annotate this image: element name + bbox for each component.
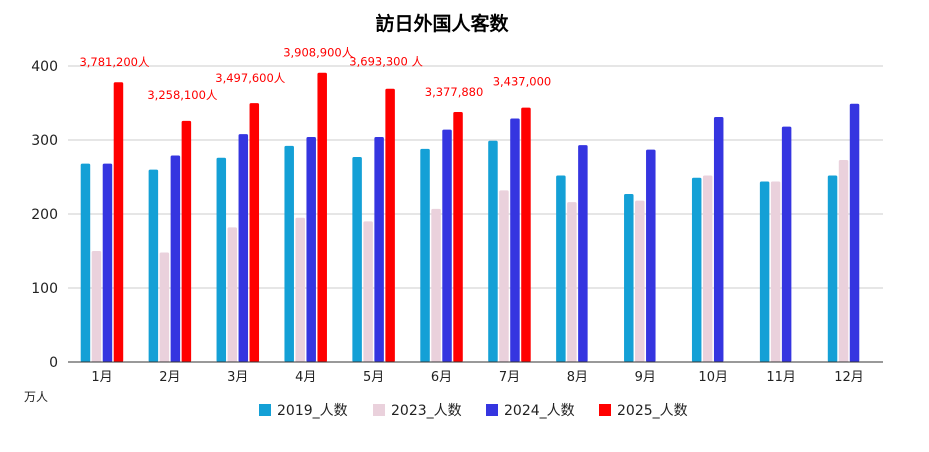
bar-1-7 bbox=[488, 140, 498, 362]
bar-3-9 bbox=[646, 149, 656, 362]
bar-3-1 bbox=[102, 163, 113, 362]
bar-4-5 bbox=[385, 88, 395, 362]
bar-3-3 bbox=[238, 134, 249, 362]
bar-2-10 bbox=[702, 175, 713, 362]
legend[interactable]: 2019_人数 2023_人数 2024_人数 2025_人数 bbox=[259, 403, 688, 419]
x-tick-label: 4月 bbox=[295, 370, 316, 385]
y-tick-label: 0 bbox=[49, 355, 58, 371]
bar-4-7 bbox=[521, 107, 531, 362]
bar-1-8 bbox=[556, 175, 566, 362]
legend-item-3[interactable]: 2024_人数 bbox=[486, 403, 575, 419]
bar-1-5 bbox=[352, 157, 362, 362]
data-label: 3,437,000 bbox=[493, 75, 552, 89]
legend-item-4[interactable]: 2025_人数 bbox=[599, 403, 688, 419]
bar-2-9 bbox=[635, 200, 645, 362]
data-labels: 3,781,200人 3,258,100人 3,497,600人 3,908,900人… bbox=[79, 46, 551, 102]
bar-1-6 bbox=[420, 148, 430, 362]
bar-2-1 bbox=[91, 251, 102, 362]
bar-1-10 bbox=[691, 177, 702, 362]
bar-3-8 bbox=[578, 145, 588, 362]
x-tick-label: 10月 bbox=[698, 370, 728, 385]
bar-3-2 bbox=[170, 155, 181, 362]
bar-2-12 bbox=[838, 159, 849, 362]
bar-2-2 bbox=[159, 252, 170, 362]
chart-title: 訪日外国人客数 bbox=[375, 12, 509, 35]
bar-3-6 bbox=[442, 129, 452, 362]
gridlines bbox=[68, 65, 883, 289]
bar-2-11 bbox=[770, 181, 781, 362]
bar-4-4 bbox=[317, 72, 327, 362]
data-label: 3,693,300 人 bbox=[349, 55, 423, 69]
legend-swatch bbox=[486, 404, 498, 416]
x-tick-label: 9月 bbox=[635, 370, 656, 385]
bar-2-6 bbox=[431, 208, 441, 362]
x-axis-ticks: 1月 2月 3月 4月 5月 6月 7月 8月 9月 10月 11月 12月 bbox=[91, 370, 863, 385]
bar-2-5 bbox=[363, 221, 373, 362]
data-label: 3,781,200人 bbox=[79, 55, 150, 69]
bar-1-11 bbox=[759, 181, 770, 362]
x-tick-label: 2月 bbox=[159, 370, 180, 385]
bar-2-3 bbox=[227, 227, 238, 362]
legend-label: 2025_人数 bbox=[617, 403, 688, 419]
bar-2-4 bbox=[295, 217, 305, 362]
legend-item-1[interactable]: 2019_人数 bbox=[259, 403, 348, 419]
legend-swatch bbox=[373, 404, 385, 416]
bar-4-6 bbox=[453, 112, 463, 362]
bar-4-3 bbox=[249, 103, 260, 362]
bar-1-12 bbox=[827, 175, 838, 362]
legend-swatch bbox=[259, 404, 271, 416]
bar-3-11 bbox=[781, 126, 792, 363]
y-tick-label: 300 bbox=[31, 133, 58, 149]
x-tick-label: 5月 bbox=[363, 370, 384, 385]
data-label: 3,258,100人 bbox=[147, 88, 218, 102]
legend-label: 2024_人数 bbox=[504, 403, 575, 419]
y-axis-ticks: 0 100 200 300 400 bbox=[31, 59, 58, 371]
bar-2-8 bbox=[567, 202, 577, 362]
x-tick-label: 1月 bbox=[91, 370, 112, 385]
legend-swatch bbox=[599, 404, 611, 416]
bar-3-4 bbox=[306, 137, 316, 362]
bar-1-2 bbox=[148, 169, 159, 362]
bar-1-3 bbox=[216, 157, 227, 362]
legend-label: 2019_人数 bbox=[277, 403, 348, 419]
x-tick-label: 7月 bbox=[499, 370, 520, 385]
data-label: 3,497,600人 bbox=[215, 71, 286, 85]
x-tick-label: 11月 bbox=[766, 370, 796, 385]
data-label: 3,908,900人 bbox=[283, 46, 354, 60]
x-tick-label: 12月 bbox=[834, 370, 864, 385]
bar-4-1 bbox=[113, 82, 124, 363]
bar-3-7 bbox=[510, 118, 520, 362]
x-tick-label: 8月 bbox=[567, 370, 588, 385]
bar-4-2 bbox=[181, 120, 192, 363]
bar-3-5 bbox=[374, 137, 384, 362]
bar-2-7 bbox=[499, 190, 509, 362]
bar-1-4 bbox=[284, 145, 294, 362]
bar-1-9 bbox=[624, 194, 634, 362]
unit-label: 万人 bbox=[24, 390, 48, 404]
legend-label: 2023_人数 bbox=[391, 403, 462, 419]
bar-3-12 bbox=[849, 103, 860, 363]
x-tick-label: 3月 bbox=[227, 370, 248, 385]
bar-1-1 bbox=[80, 163, 91, 362]
data-label: 3,377,880 bbox=[425, 85, 484, 99]
y-tick-label: 100 bbox=[31, 281, 58, 297]
y-tick-label: 200 bbox=[31, 207, 58, 223]
bars bbox=[80, 72, 860, 363]
legend-item-2[interactable]: 2023_人数 bbox=[373, 403, 462, 419]
x-tick-label: 6月 bbox=[431, 370, 452, 385]
y-tick-label: 400 bbox=[31, 59, 58, 75]
bar-3-10 bbox=[713, 117, 724, 362]
